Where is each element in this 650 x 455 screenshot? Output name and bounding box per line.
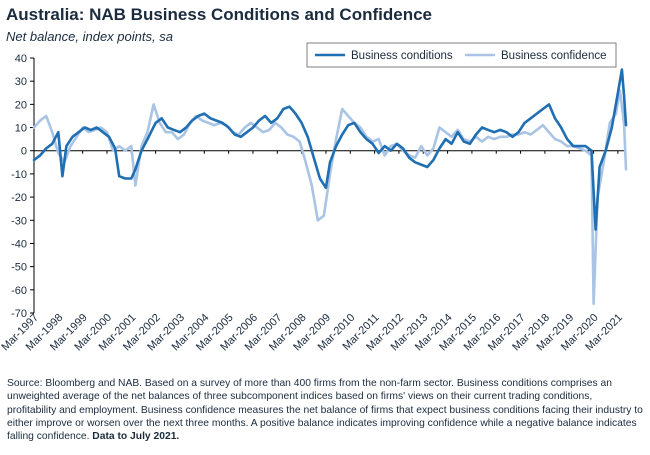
chart-subtitle: Net balance, index points, sa <box>6 29 173 44</box>
y-tick-label: -50 <box>11 262 27 274</box>
series-line-business-confidence <box>32 89 628 305</box>
y-tick-label: -20 <box>11 192 27 204</box>
data-cutoff-note: Data to July 2021. <box>92 431 180 443</box>
y-tick-label: -40 <box>11 238 27 250</box>
y-tick-label: -10 <box>11 169 27 181</box>
legend-label-business-conditions: Business conditions <box>351 50 453 62</box>
line-chart: 40 30 20 10 0 -10 -20 -30 -40 -50 -60 -70 Mar-1997M… <box>0 42 628 353</box>
y-tick-label: 40 <box>15 53 27 65</box>
source-text: Source: Bloomberg and NAB. Based on a su… <box>7 378 643 443</box>
y-tick-label: 10 <box>15 123 27 135</box>
y-tick-label: 0 <box>21 146 27 158</box>
chart-legend: Business conditions Business confidence <box>306 42 617 68</box>
series-line-business-conditions <box>32 68 628 231</box>
y-tick-label: -60 <box>11 285 27 297</box>
legend-label-business-confidence: Business confidence <box>501 50 606 62</box>
series-layer <box>32 68 628 305</box>
source-note: Source: Bloomberg and NAB. Based on a su… <box>7 377 643 443</box>
y-tick-label: 30 <box>15 76 27 88</box>
y-tick-label: -70 <box>11 308 27 320</box>
y-tick-label: 20 <box>15 99 27 111</box>
y-tick-label: -30 <box>11 215 27 227</box>
x-axis: Mar-1997Mar-1998Mar-1999Mar-2000Mar-2001… <box>0 150 626 353</box>
legend-box <box>306 42 617 68</box>
chart-title: Australia: NAB Business Conditions and C… <box>6 5 432 24</box>
y-axis: 40 30 20 10 0 -10 -20 -30 -40 -50 -60 -70 <box>11 53 35 320</box>
